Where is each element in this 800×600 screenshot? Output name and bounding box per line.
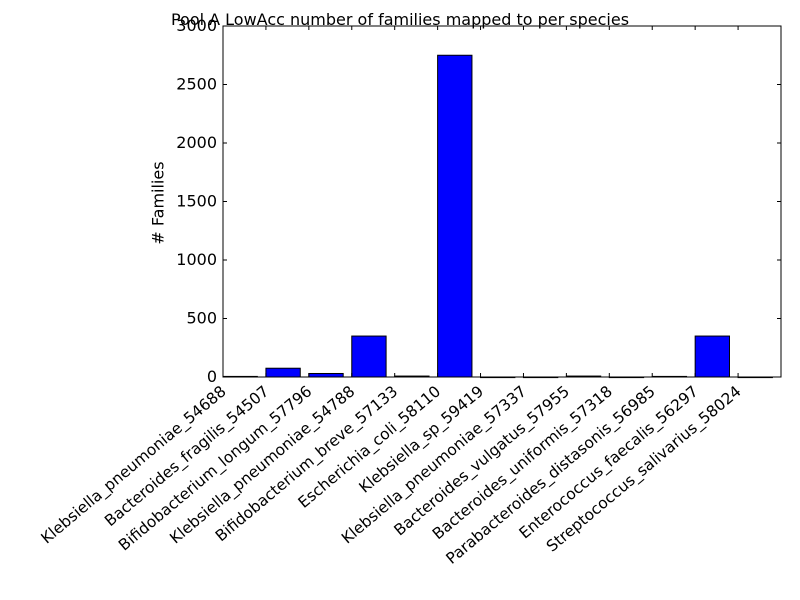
bar-Bacteroides_fragilis_54507 [265, 367, 301, 378]
bars-group [222, 54, 773, 379]
y-tick-label: 2000 [176, 133, 217, 152]
x-ticks-group: Klebsiella_pneumoniae_54688Bacteroides_f… [38, 26, 745, 569]
chart-title: Pool A LowAcc number of families mapped … [170, 10, 630, 29]
plot-frame [222, 25, 782, 378]
y-ticks-group: 0 500 1000 1500 2000 2500 3000 [176, 16, 781, 386]
y-tick-label: 0 [207, 367, 217, 386]
y-tick-label: 500 [186, 309, 217, 328]
y-tick-label: 1000 [176, 250, 217, 269]
bar-Enterococcus_faecalis_56297 [694, 335, 730, 378]
bar-Klebsiella_pneumoniae_54788 [351, 335, 387, 378]
y-tick-label: 1500 [176, 192, 217, 211]
bar-Escherichia_coli_58110 [437, 54, 473, 378]
bar-Bifidobacterium_longum_57796 [308, 372, 344, 378]
y-tick-label: 2500 [176, 75, 217, 94]
y-tick-label: 3000 [176, 16, 217, 35]
